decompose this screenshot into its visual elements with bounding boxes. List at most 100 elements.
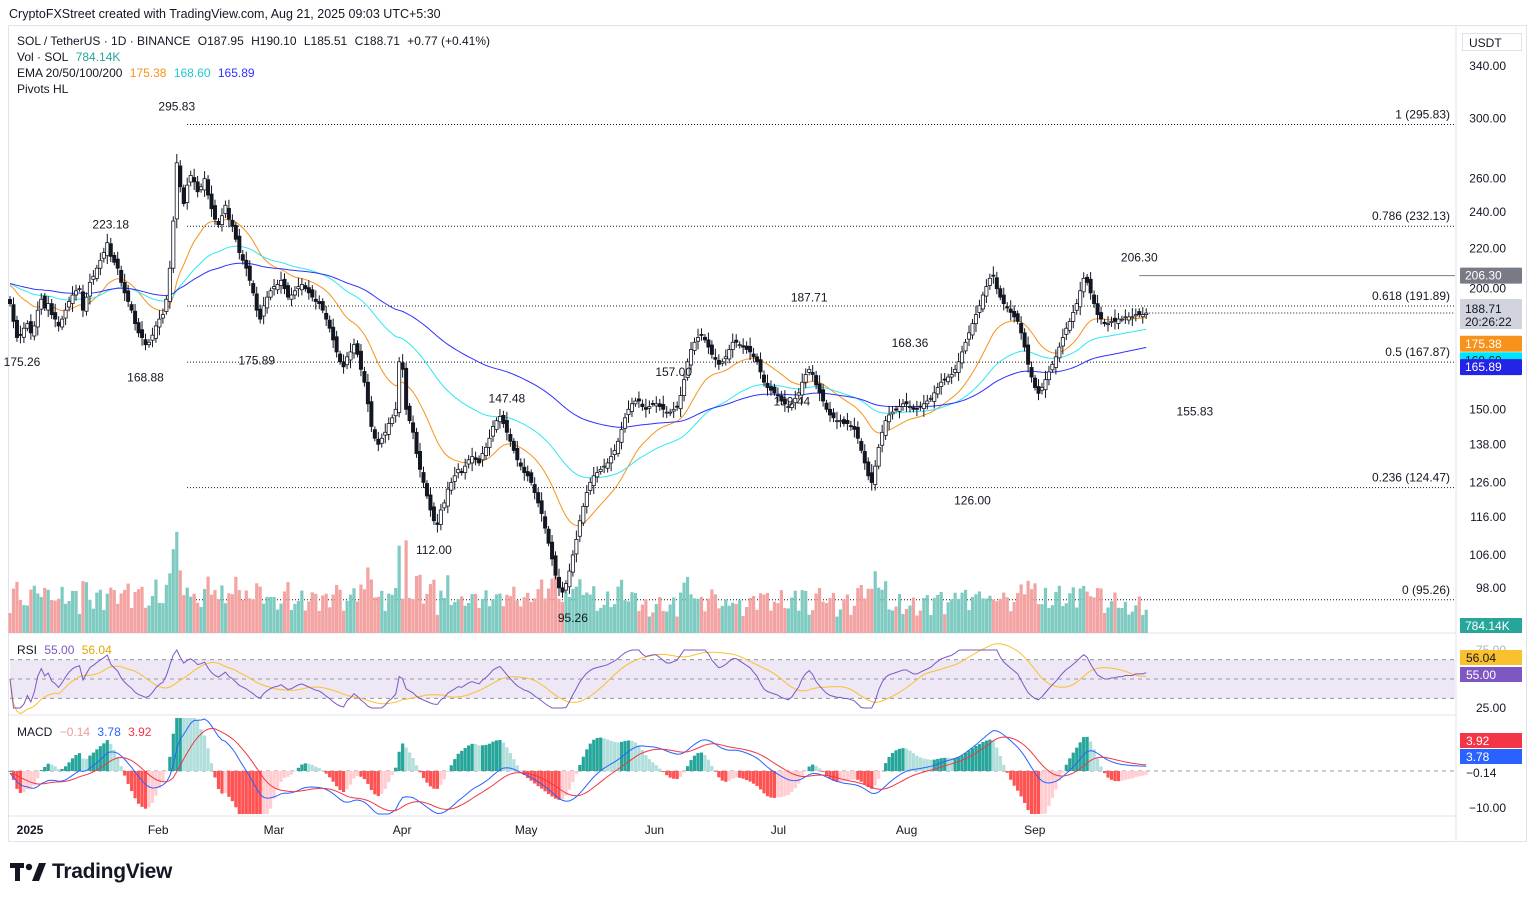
- macd-histogram-bar: [769, 771, 773, 798]
- macd-histogram-bar: [894, 750, 898, 771]
- currency-button[interactable]: USDT: [1462, 33, 1522, 51]
- volume-bar: [661, 610, 665, 633]
- candle-body: [963, 341, 968, 352]
- candle-body: [953, 368, 958, 373]
- volume-bar: [453, 602, 457, 633]
- price-tick-label: 150.00: [1469, 402, 1506, 416]
- macd-histogram-bar: [220, 771, 224, 794]
- volume-bar: [161, 603, 165, 633]
- macd-histogram-bar: [18, 771, 23, 793]
- volume-bar: [508, 596, 512, 633]
- volume-bar: [109, 587, 113, 633]
- volume-bar: [324, 593, 328, 633]
- candle-body: [657, 403, 662, 407]
- candle-body: [372, 429, 377, 439]
- price-tick-label: 240.00: [1469, 205, 1506, 219]
- candle-body: [216, 220, 221, 226]
- macd-histogram-bar: [366, 771, 370, 784]
- pivot-label: 95.26: [558, 611, 588, 625]
- pivot-label: 159.44: [773, 395, 810, 409]
- candle-body: [859, 441, 864, 451]
- candle-body: [1005, 306, 1010, 309]
- candle-body: [126, 290, 131, 302]
- volume-bar: [696, 598, 700, 633]
- volume-bar: [724, 599, 728, 633]
- volume-bar: [1123, 601, 1127, 633]
- macd-histogram-bar: [63, 766, 68, 771]
- attribution-text: CryptoFXStreet created with TradingView.…: [9, 7, 441, 21]
- volume-bar: [185, 587, 189, 633]
- volume-badge-label: 784.14K: [1465, 619, 1510, 633]
- macd-tick-label: −10.00: [1469, 801, 1506, 815]
- pivot-label: 295.83: [158, 99, 195, 113]
- volume-bar: [1012, 602, 1016, 633]
- volume-bar: [779, 590, 783, 633]
- price-tick-label: 300.00: [1469, 112, 1506, 126]
- rsi-value: 55.00: [44, 643, 75, 657]
- macd-histogram-bar: [317, 768, 321, 771]
- pivot-label: 168.88: [127, 371, 164, 385]
- rsi-legend: RSI 55.00 56.04: [17, 642, 116, 658]
- macd-histogram-bar: [1047, 771, 1051, 807]
- volume-bar: [828, 597, 832, 633]
- candle-body: [87, 282, 92, 297]
- volume-bar: [1054, 591, 1058, 633]
- candle-body: [247, 265, 252, 281]
- candle-body: [636, 398, 641, 402]
- volume-bar: [970, 597, 975, 633]
- fib-level-label: 0.618 (191.89): [1372, 289, 1450, 303]
- candle-body: [692, 341, 697, 351]
- tradingview-logo[interactable]: TradingView: [10, 858, 172, 886]
- volume-bar: [852, 605, 856, 633]
- macd-histogram-bar: [540, 771, 544, 789]
- macd-histogram-bar: [807, 766, 811, 771]
- volume-bar: [741, 616, 745, 633]
- date-tick-label: Aug: [896, 823, 917, 837]
- candle-body: [619, 428, 624, 443]
- volume-bar: [751, 595, 756, 633]
- candle-body: [376, 438, 381, 445]
- macd-histogram-bar: [1075, 747, 1079, 771]
- date-tick-label: Sep: [1024, 823, 1046, 837]
- rsi-ma-value: 56.04: [81, 643, 112, 657]
- candle-body: [1140, 314, 1145, 318]
- volume-bar: [932, 597, 936, 633]
- volume-bar: [227, 593, 231, 633]
- volume-bar: [765, 592, 770, 633]
- volume-bar: [77, 613, 82, 633]
- candle-body: [946, 376, 951, 383]
- macd-histogram-bar: [644, 755, 648, 771]
- volume-bar: [397, 545, 401, 633]
- ema50-line: [9, 245, 1147, 479]
- volume-bar: [748, 597, 752, 633]
- volume-bar: [682, 582, 686, 633]
- volume-bar: [126, 583, 130, 633]
- candle-body: [723, 356, 728, 360]
- volume-bar: [213, 590, 217, 633]
- macd-histogram-bar: [505, 747, 509, 771]
- volume-bar: [866, 588, 870, 633]
- macd-histogram-bar: [383, 771, 387, 789]
- macd-histogram-bar: [877, 771, 881, 779]
- volume-label: Vol · SOL: [17, 50, 69, 64]
- volume-bar: [15, 581, 19, 633]
- tradingview-logo-icon: [10, 863, 46, 881]
- volume-bar: [731, 602, 735, 633]
- macd-histogram-bar: [1134, 771, 1138, 778]
- candle-body: [984, 286, 989, 297]
- volume-bar: [345, 600, 349, 633]
- candle-body: [1088, 278, 1093, 294]
- macd-histogram-bar: [84, 758, 89, 771]
- volume-bar: [963, 589, 968, 633]
- volume-bar: [578, 579, 582, 633]
- volume-bar: [665, 611, 669, 633]
- price-tick-label: 200.00: [1469, 282, 1506, 296]
- volume-bar: [414, 575, 419, 633]
- date-tick-label: Feb: [148, 823, 169, 837]
- macd-histogram-bar: [943, 757, 947, 771]
- macd-histogram-bar: [262, 771, 266, 814]
- macd-histogram-bar: [665, 771, 669, 776]
- candle-body: [671, 408, 676, 412]
- macd-histogram-bar: [984, 740, 988, 771]
